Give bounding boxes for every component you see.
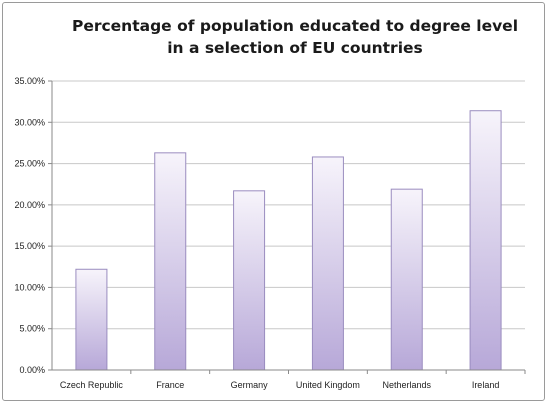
x-category-labels: Czech Republic France Germany United Kingdo…: [60, 370, 526, 390]
gridlines: [52, 80, 525, 330]
y-tick-label: 5.00%: [19, 324, 45, 334]
bar: [233, 190, 266, 371]
bar: [311, 156, 344, 371]
bar: [75, 268, 108, 371]
bar: [154, 152, 187, 371]
x-category-label: France: [156, 380, 184, 390]
x-category-label: Germany: [231, 380, 269, 390]
y-tick-labels: 0.00% 5.00% 10.00% 15.00% 20.00% 25.00% 30.00%…: [14, 76, 52, 375]
bar: [390, 188, 423, 371]
y-tick-label: 35.00%: [14, 76, 45, 86]
chart-title-line-1: Percentage of population educated to deg…: [71, 17, 519, 35]
y-tick-label: 15.00%: [14, 241, 45, 251]
y-tick-label: 30.00%: [14, 117, 45, 127]
x-category-label: Netherlands: [382, 380, 431, 390]
x-category-label: United Kingdom: [296, 380, 360, 390]
bar: [469, 110, 502, 371]
bars: [75, 110, 502, 371]
y-tick-label: 25.00%: [14, 159, 45, 169]
chart-title-line-2: in a selection of EU countries: [167, 39, 423, 57]
y-tick-label: 0.00%: [19, 365, 45, 375]
y-tick-label: 20.00%: [14, 200, 45, 210]
axes: [51, 81, 525, 371]
x-category-label: Ireland: [472, 380, 500, 390]
y-tick-label: 10.00%: [14, 282, 45, 292]
x-category-label: Czech Republic: [60, 380, 124, 390]
